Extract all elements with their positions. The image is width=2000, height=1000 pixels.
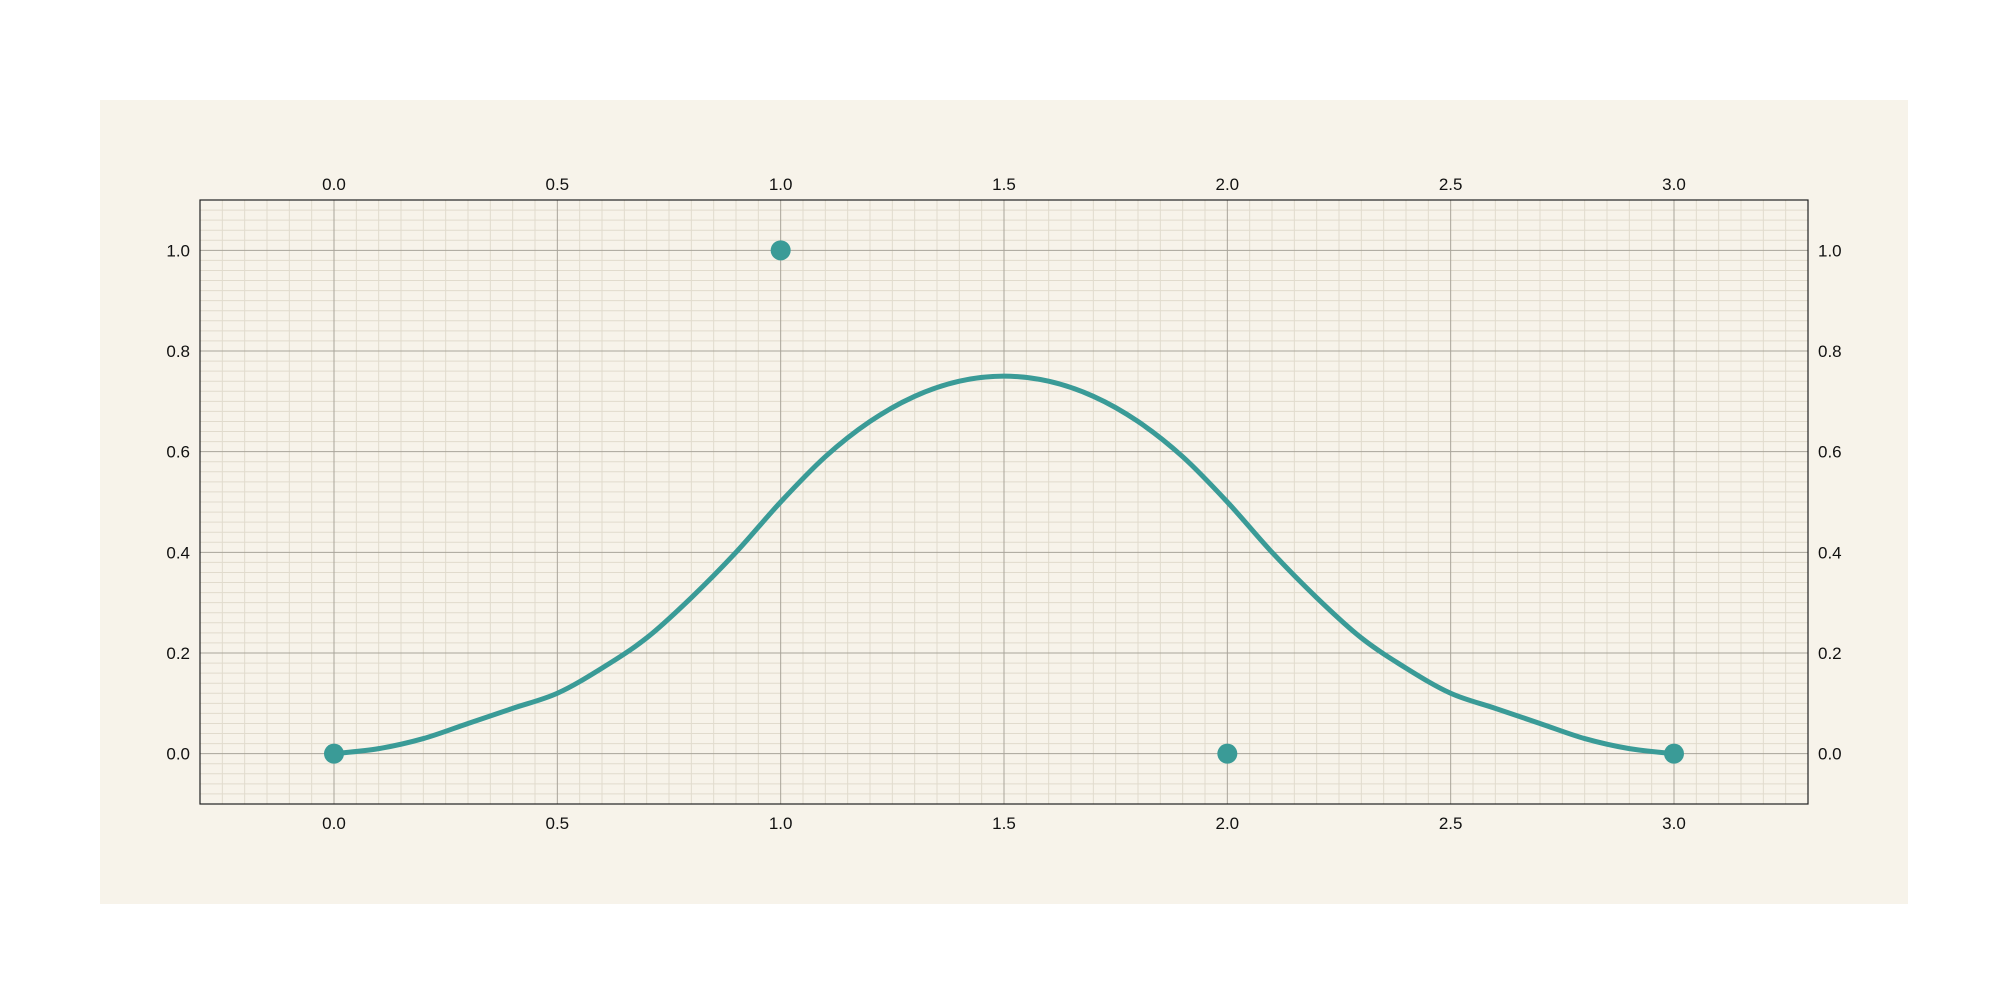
x-tick-label-bottom: 0.0: [322, 814, 346, 833]
y-tick-label-left: 1.0: [166, 241, 190, 260]
x-tick-label-top: 2.5: [1439, 175, 1463, 194]
x-tick-label-top: 2.0: [1216, 175, 1240, 194]
control-point: [770, 240, 791, 261]
x-tick-label-bottom: 3.0: [1662, 814, 1686, 833]
plot-frame: [199, 199, 1809, 805]
y-tick-label-left: 0.0: [166, 745, 190, 764]
control-point: [1217, 743, 1238, 764]
y-tick-label-left: 0.4: [166, 543, 190, 562]
y-tick-label-left: 0.8: [166, 342, 190, 361]
x-tick-label-bottom: 2.0: [1216, 814, 1240, 833]
y-tick-label-right: 1.0: [1818, 241, 1842, 260]
y-tick-label-left: 0.6: [166, 443, 190, 462]
x-tick-label-top: 0.5: [546, 175, 570, 194]
control-points: [324, 240, 1684, 764]
control-point: [324, 743, 344, 764]
x-tick-label-top: 0.0: [322, 175, 346, 194]
x-tick-label-bottom: 1.0: [769, 814, 793, 833]
x-tick-label-bottom: 0.5: [546, 814, 570, 833]
x-tick-label-top: 1.0: [769, 175, 793, 194]
y-tick-label-right: 0.8: [1818, 342, 1842, 361]
control-point: [1664, 743, 1684, 764]
x-tick-label-top: 1.5: [992, 175, 1016, 194]
y-tick-label-right: 0.6: [1818, 443, 1842, 462]
y-tick-label-right: 0.0: [1818, 745, 1842, 764]
y-tick-label-right: 0.4: [1818, 543, 1842, 562]
major-grid: [200, 200, 1808, 804]
chart-canvas: 0.0 0.0 0.5 0.5 1.0 1.0 1.5 1.5 2.0 2.0 2.5 2.5 3.0 3…: [100, 100, 1908, 904]
y-tick-label-left: 0.2: [166, 644, 190, 663]
tick-labels: 0.0 0.0 0.5 0.5 1.0 1.0 1.5 1.5 2.0 2.0 2.5 2.5 3.0 3…: [166, 175, 1841, 833]
x-tick-label-bottom: 1.5: [992, 814, 1016, 833]
chart-figure: 0.0 0.0 0.5 0.5 1.0 1.0 1.5 1.5 2.0 2.0 2.5 2.5 3.0 3…: [100, 100, 1908, 904]
x-tick-label-bottom: 2.5: [1439, 814, 1463, 833]
x-tick-label-top: 3.0: [1662, 175, 1686, 194]
curve-series-line: [331, 373, 1677, 757]
y-tick-label-right: 0.2: [1818, 644, 1842, 663]
